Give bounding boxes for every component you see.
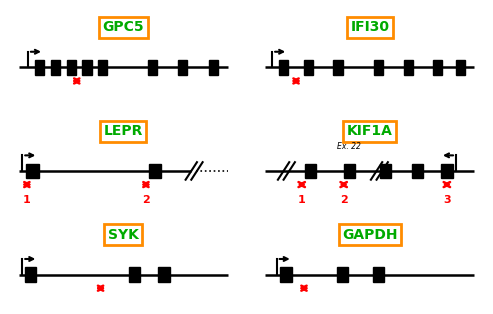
Bar xyxy=(148,60,157,75)
Bar xyxy=(210,60,218,75)
Bar xyxy=(304,60,313,75)
Bar xyxy=(380,164,391,178)
Bar xyxy=(279,60,288,75)
Text: GPC5: GPC5 xyxy=(103,20,144,35)
Bar xyxy=(305,164,317,178)
Bar xyxy=(98,60,107,75)
Bar xyxy=(433,60,442,75)
Text: 3: 3 xyxy=(443,195,451,205)
Text: IFI30: IFI30 xyxy=(350,20,389,35)
Bar xyxy=(35,60,44,75)
Bar xyxy=(441,164,453,178)
Bar xyxy=(344,164,355,178)
Text: 2: 2 xyxy=(340,195,348,205)
Bar xyxy=(404,60,413,75)
Text: 2: 2 xyxy=(142,195,150,205)
Text: KIF1A: KIF1A xyxy=(347,124,393,138)
Bar xyxy=(337,267,348,282)
Bar xyxy=(26,164,39,178)
Text: 1: 1 xyxy=(298,195,306,205)
Text: GAPDH: GAPDH xyxy=(342,228,397,242)
Bar xyxy=(158,267,170,282)
Text: SYK: SYK xyxy=(108,228,139,242)
Text: 1: 1 xyxy=(23,195,31,205)
Bar xyxy=(51,60,60,75)
Bar xyxy=(149,164,161,178)
Bar xyxy=(280,267,291,282)
Bar xyxy=(412,164,423,178)
Bar xyxy=(456,60,465,75)
Bar xyxy=(82,60,92,75)
Text: Ex. 22: Ex. 22 xyxy=(337,143,361,151)
Text: LEPR: LEPR xyxy=(104,124,143,138)
Bar xyxy=(374,60,384,75)
Bar xyxy=(373,267,385,282)
Bar xyxy=(25,267,36,282)
Bar xyxy=(333,60,343,75)
Bar xyxy=(129,267,141,282)
Bar xyxy=(67,60,75,75)
Bar xyxy=(177,60,187,75)
